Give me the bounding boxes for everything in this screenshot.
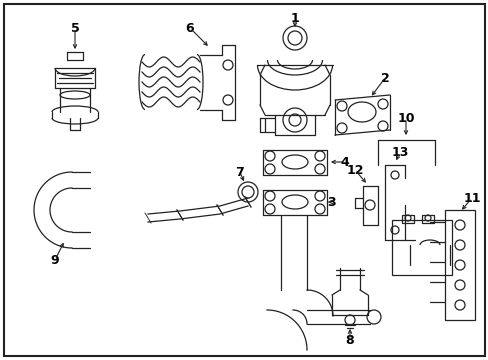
Text: 2: 2 bbox=[380, 72, 388, 85]
Bar bbox=[444, 210, 474, 320]
Text: 5: 5 bbox=[70, 22, 79, 35]
Text: 10: 10 bbox=[396, 112, 414, 125]
Text: 6: 6 bbox=[185, 22, 194, 35]
Text: 1: 1 bbox=[290, 12, 299, 24]
Text: 8: 8 bbox=[345, 333, 354, 346]
Text: 4: 4 bbox=[340, 156, 348, 168]
Bar bbox=[401, 215, 413, 223]
Text: 7: 7 bbox=[235, 166, 244, 179]
Bar bbox=[391, 220, 451, 275]
Text: 11: 11 bbox=[462, 192, 480, 204]
Text: 13: 13 bbox=[390, 145, 408, 158]
Bar bbox=[421, 215, 433, 223]
Text: 9: 9 bbox=[51, 253, 59, 266]
Text: 12: 12 bbox=[346, 163, 363, 176]
Text: 3: 3 bbox=[327, 195, 336, 208]
